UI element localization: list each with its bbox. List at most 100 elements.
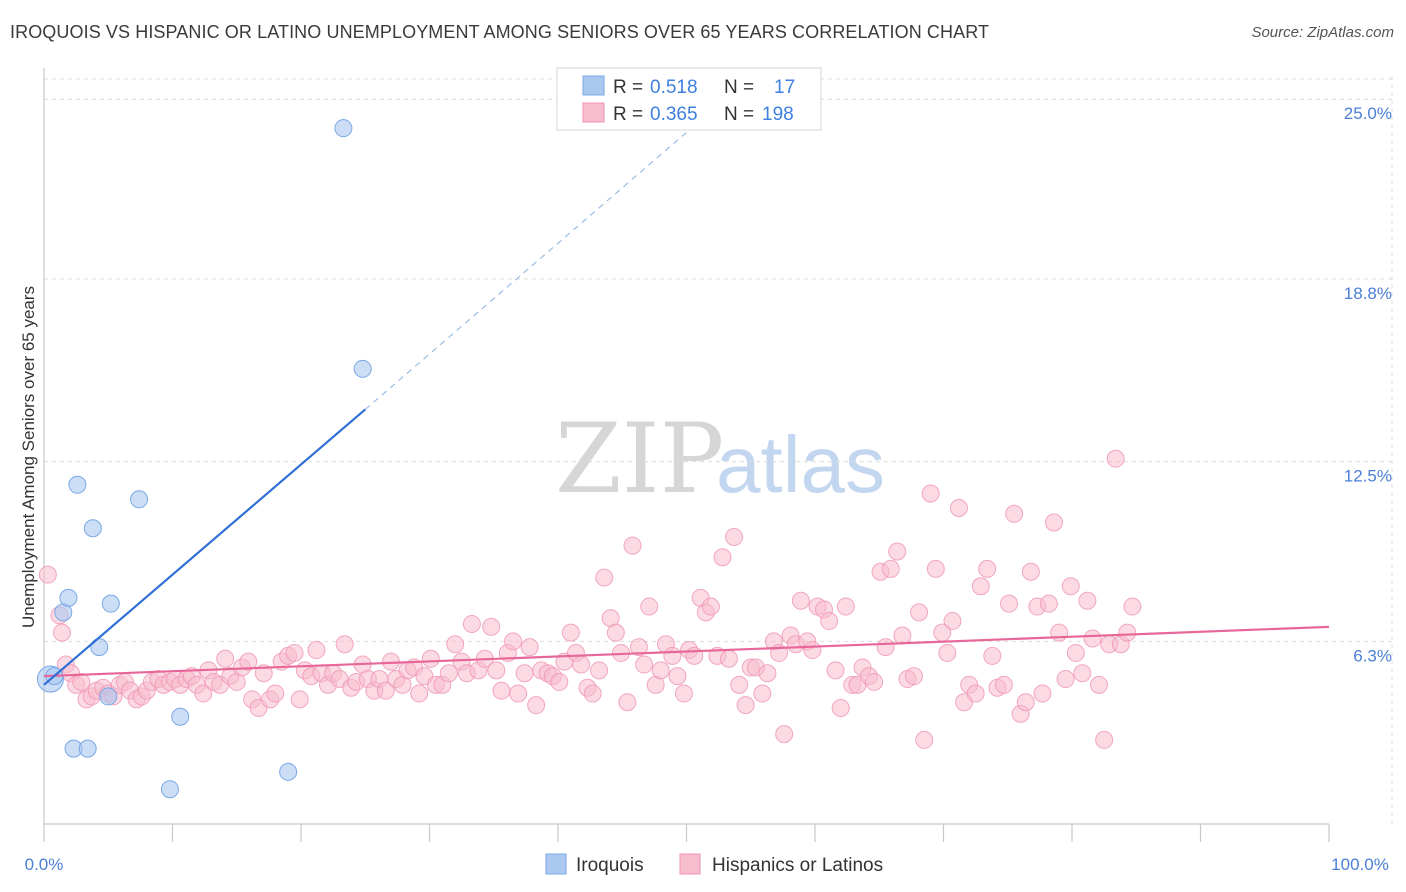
hispanic-point [893,626,912,645]
iroquois-point [353,359,372,378]
hispanic-point [938,643,957,662]
hispanic-point [439,664,458,683]
hispanic-point [572,655,591,674]
iroquois-point [171,707,190,726]
x-tick-label: 100.0% [1331,855,1389,874]
hispanic-point [736,696,755,715]
hispanic-point [254,664,273,683]
hispanic-point [1016,693,1035,712]
hispanic-point [1066,643,1085,662]
hispanic-point [1033,684,1052,703]
hispanic-point [550,672,569,691]
hispanic-point [1039,594,1058,613]
hispanic-point [527,696,546,715]
hispanic-point [487,661,506,680]
hispanic-point [623,536,642,555]
hispanic-point [561,623,580,642]
hispanic-point [1045,513,1064,532]
hispanic-point [978,559,997,578]
hispanic-point [290,690,309,709]
legend-n-label-1: N = [724,77,754,98]
hispanic-point [285,643,304,662]
hispanic-point [640,597,659,616]
hispanic-point [730,675,749,694]
stats-legend: R = 0.518 N = 17 R = 0.365 N = 198 [556,67,822,131]
watermark-atlas: atlas [716,420,885,509]
iroquois-swatch [582,75,605,96]
iroquois-point [279,762,298,781]
hispanic-point [668,667,687,686]
hispanic-point [239,652,258,671]
hispanic-point [915,730,934,749]
iroquois-trendline [43,408,366,686]
hispanic-point [629,638,648,657]
hispanic-point [194,684,213,703]
hispanic-point [651,661,670,680]
hispanic-point [421,649,440,668]
hispanic-point [994,675,1013,694]
hispanic-point [910,603,929,622]
hispanic-point [758,664,777,683]
hispanic-point [509,684,528,703]
hispanic-point [753,684,772,703]
watermark-zip: ZIP [555,403,724,515]
hispanic-point [1078,591,1097,610]
hispanic-point [1021,562,1040,581]
hispanic-point [595,568,614,587]
x-tick-label: 0.0% [25,855,64,874]
hispanic-point [663,646,682,665]
hispanic-point [1106,449,1125,468]
iroquois-point [101,594,120,613]
legend-n-label-2: N = [724,104,754,125]
hispanic-point [482,617,501,636]
trendlines [43,98,1330,686]
hispanic-point [1050,623,1069,642]
hispanic-point [921,484,940,503]
hispanic-point [1095,730,1114,749]
hispanic-point [376,681,395,700]
hispanic-point [520,638,539,657]
hispanic-point [307,641,326,660]
iroquois-point [334,119,353,138]
axes [43,68,1330,842]
hispanic-point [38,565,57,584]
hispanic-point [983,646,1002,665]
hispanic-point [635,655,654,674]
iroquois-point [130,490,149,509]
hispanic-point [881,559,900,578]
hispanic-point [826,661,845,680]
bottom-legend-hispanic: Hispanics or Latinos [712,855,883,876]
iroquois-point [59,588,78,607]
bottom-hispanic-swatch [679,853,701,875]
hispanic-point [719,649,738,668]
series-legend: Iroquois Hispanics or Latinos [545,853,883,876]
hispanic-point [775,725,794,744]
hispanic-point [618,693,637,712]
hispanic-point [888,542,907,561]
hispanic-point [836,597,855,616]
watermark: ZIP atlas [555,403,885,515]
hispanic-point [583,684,602,703]
y-tick-label: 12.5% [1344,467,1392,486]
hispanic-point [1073,664,1092,683]
hispanic-point [966,684,985,703]
hispanic-point [216,649,235,668]
hispanic-point [504,632,523,651]
hispanic-point [904,667,923,686]
hispanic-point [865,672,884,691]
y-tick-label: 18.8% [1344,284,1392,303]
hispanic-point [820,612,839,631]
hispanic-point [1123,597,1142,616]
legend-r-label-2: R = [613,104,643,125]
hispanic-point [52,623,71,642]
hispanic-point [266,684,285,703]
hispanic-point [1005,504,1024,523]
hispanic-point [674,684,693,703]
hispanic-point [606,623,625,642]
hispanic-point [446,635,465,654]
iroquois-point [83,519,102,538]
iroquois-point [78,739,97,758]
hispanic-point [462,614,481,633]
hispanic-point [926,559,945,578]
hispanic-point [1061,577,1080,596]
